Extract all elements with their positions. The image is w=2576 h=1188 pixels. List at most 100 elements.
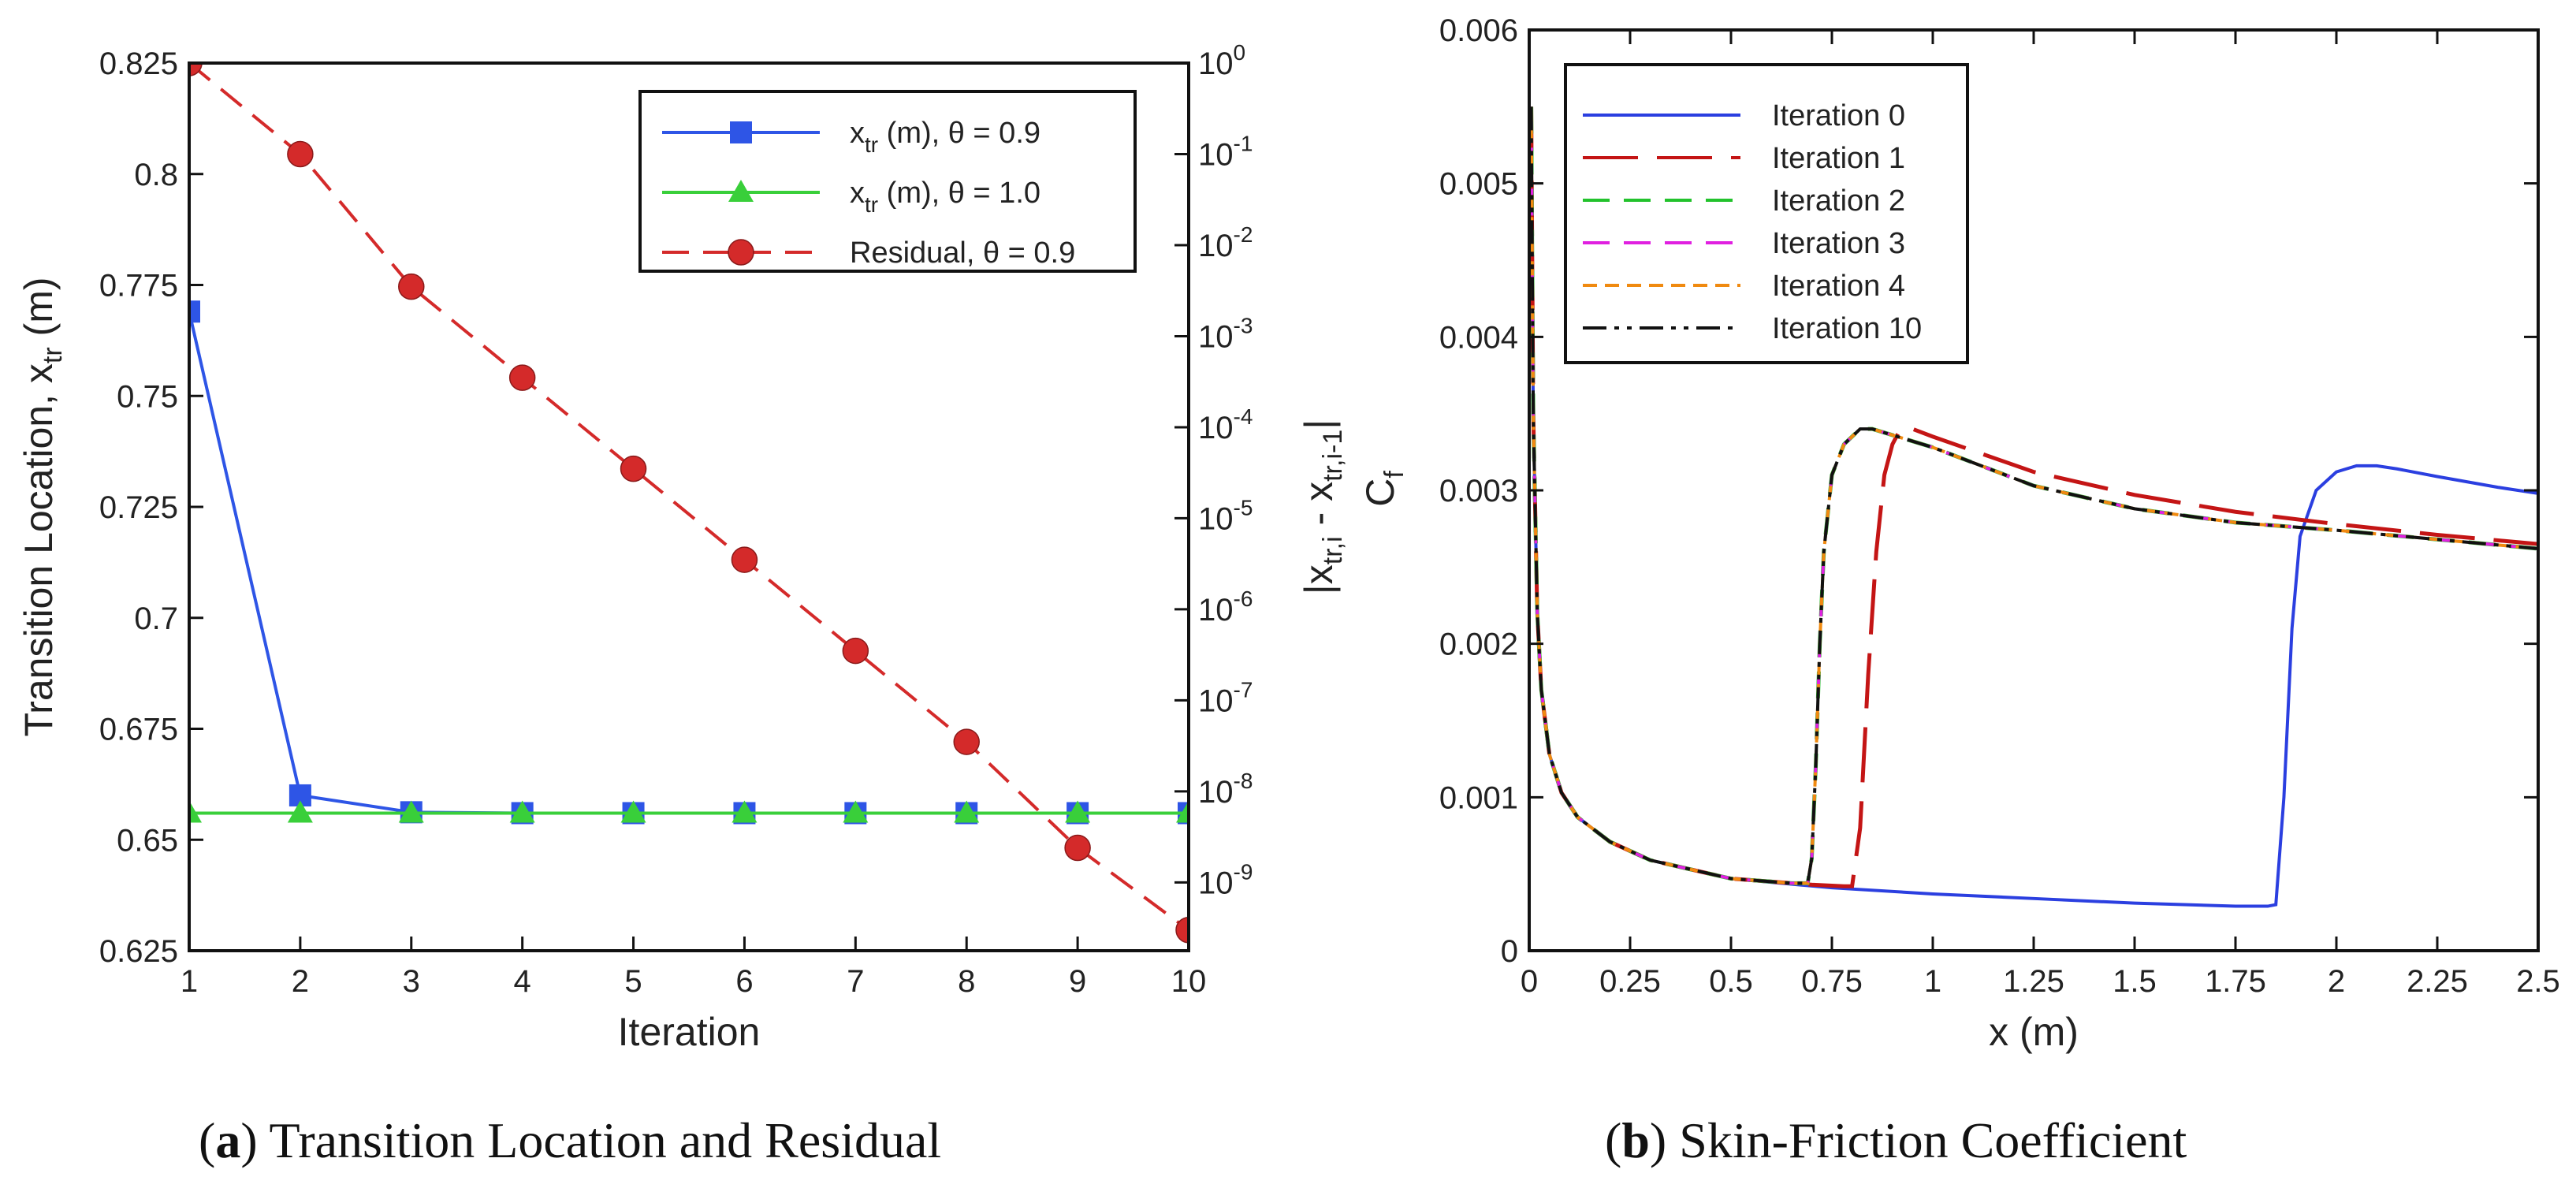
- chart-a-legend-label-sub: tr: [865, 132, 878, 157]
- chart-a-y2-label-sub2: tr,i-1: [1318, 430, 1348, 482]
- chart-a-y-tick-label: 0.775: [99, 269, 178, 304]
- chart-a-y2-tick-base: 10: [1198, 229, 1234, 263]
- chart-b-legend-entries: Iteration 0 Iteration 1 Iteration 2 Iterati…: [1583, 99, 1922, 345]
- chart-a-series-2-marker: [509, 800, 535, 823]
- chart-a-y2-tick-base: 10: [1198, 683, 1234, 718]
- chart-a-x-ticks: 1 2 3 4 5 6 7 8 9 10: [181, 937, 1206, 999]
- chart-a-y2-tick-exponent: 0: [1234, 40, 1246, 65]
- chart-b-x-tick-label: 1.25: [2003, 964, 2064, 999]
- chart-b-y-tick-label: 0.004: [1439, 320, 1518, 355]
- chart-a-y2-tick-base: 10: [1198, 47, 1234, 81]
- panel-a: 1 2 3 4 5 6 7 8 9 10 0.6250.650.6750.70.7250.750.…: [17, 40, 1348, 1168]
- chart-a-legend-label-main: Residual, θ = 0.9: [850, 236, 1075, 270]
- chart-b-x-tick-label: 1.5: [2113, 964, 2157, 999]
- chart-a-y-axis-label-unit: (m): [17, 277, 61, 347]
- chart-a-x-tick-label: 10: [1171, 964, 1207, 999]
- chart-b-legend-label: Iteration 1: [1772, 142, 1905, 175]
- chart-a-legend-label: xtr (m), θ = 0.9: [850, 117, 1040, 157]
- chart-b-y-tick-label: 0.006: [1439, 13, 1518, 48]
- chart-a-y2-tick-label: 100: [1198, 40, 1245, 81]
- chart-b-y-tick-label: 0.001: [1439, 780, 1518, 815]
- chart-a-series-3-marker: [508, 364, 536, 391]
- chart-b-x-tick-label: 0.25: [1599, 964, 1661, 999]
- chart-a-y-axis-label: Transition Location, xtr (m): [17, 277, 68, 736]
- chart-b-x-tick-label: 2.25: [2407, 964, 2468, 999]
- chart-a-series-1-line: [189, 311, 1189, 815]
- chart-a-y-tick-label: 0.8: [134, 158, 178, 192]
- chart-a-y2-tick-exponent: -5: [1234, 495, 1253, 520]
- chart-a-y2-tick-exponent: -1: [1234, 131, 1253, 155]
- chart-a-series-2-marker: [843, 800, 869, 823]
- chart-a-y-axis-label-sub: tr: [38, 347, 68, 363]
- chart-a-series-2-marker: [1176, 800, 1189, 823]
- chart-a-y2-tick-exponent: -2: [1234, 222, 1253, 247]
- chart-a-series-3-marker: [287, 140, 314, 168]
- chart-a-legend-box: [638, 90, 1137, 273]
- chart-a-y2-tick-label: 10-4: [1198, 404, 1253, 445]
- chart-a-series-2-marker: [287, 800, 313, 823]
- chart-a-series: [189, 63, 1189, 944]
- caption-a-letter: a: [215, 1112, 240, 1168]
- chart-a-y2-tick-label: 10-9: [1198, 859, 1253, 900]
- caption-a-text: Transition Location and Residual: [269, 1112, 941, 1168]
- chart-a-x-axis-label: Iteration: [618, 1010, 761, 1054]
- chart-a-y2-tick-exponent: -3: [1234, 313, 1253, 337]
- chart-a-y-tick-label: 0.675: [99, 713, 178, 747]
- chart-b-y-tick-label: 0.003: [1439, 474, 1518, 508]
- chart-b-y-tick-label: 0.005: [1439, 167, 1518, 202]
- chart-b-legend: Iteration 0 Iteration 1 Iteration 2 Iterati…: [1564, 63, 1969, 364]
- chart-a-series-3-marker: [1064, 834, 1091, 862]
- chart-a-series-3-marker: [1175, 917, 1189, 944]
- chart-b-y-tick-label: 0: [1501, 934, 1518, 969]
- chart-a-y-tick-label: 0.625: [99, 934, 178, 969]
- chart-a-x-tick-label: 9: [1069, 964, 1086, 999]
- chart-a-legend-label-sub: tr: [865, 192, 878, 217]
- chart-a-y2-tick-label: 10-5: [1198, 495, 1253, 536]
- chart-a-y-tick-label: 0.7: [134, 601, 178, 636]
- chart-b-legend-label: Iteration 3: [1772, 227, 1905, 260]
- chart-a-y2-axis-label: |xtr,i - xtr,i-1|: [1297, 419, 1348, 594]
- chart-a-y2-tick-exponent: -7: [1234, 677, 1253, 702]
- chart-a-legend-marker: [730, 121, 752, 143]
- chart-a-y2-tick-base: 10: [1198, 411, 1234, 445]
- chart-a-series-2-marker: [1065, 800, 1091, 823]
- chart-a-legend-label-main: x: [850, 117, 865, 150]
- chart-b-y-ticks: 0 0.001 0.002 0.003 0.004 0.005 0.006: [1439, 13, 2538, 969]
- chart-a-y2-tick-base: 10: [1198, 593, 1234, 628]
- chart-b-series-1-line: [1529, 106, 2538, 888]
- chart-b-y-tick-label: 0.002: [1439, 628, 1518, 662]
- chart-a-y2-tick-label: 10-8: [1198, 769, 1253, 810]
- chart-a-y2-tick-label: 10-2: [1198, 222, 1253, 263]
- chart-b-x-tick-label: 2.5: [2516, 964, 2560, 999]
- chart-a-y-tick-label: 0.825: [99, 47, 178, 81]
- chart-a-y2-tick-exponent: -8: [1234, 769, 1253, 793]
- chart-a-series-3-marker: [398, 273, 425, 300]
- chart-b-x-tick-label: 1: [1924, 964, 1941, 999]
- chart-a-y2-label-mid: - x: [1297, 482, 1341, 536]
- chart-a-x-tick-label: 8: [958, 964, 975, 999]
- chart-a-y2-tick-label: 10-6: [1198, 587, 1253, 628]
- chart-a-legend-label-main: x: [850, 177, 865, 210]
- chart-a-y-tick-label: 0.75: [117, 379, 178, 414]
- chart-a-series-2-marker: [189, 800, 202, 823]
- chart-a-y2-tick-base: 10: [1198, 866, 1234, 900]
- caption-b-letter: b: [1621, 1112, 1650, 1168]
- chart-b-series: [1529, 106, 2538, 908]
- chart-a-y2-tick-base: 10: [1198, 319, 1234, 354]
- caption-b-text: Skin-Friction Coefficient: [1679, 1112, 2187, 1168]
- chart-a-series-3-marker: [731, 546, 758, 573]
- chart-b-x-tick-label: 0.5: [1709, 964, 1753, 999]
- chart-a-y-ticks: 0.625 0.65 0.675 0.7 0.725 0.75 0.775 0.8 0.825: [99, 47, 203, 969]
- chart-a-x-tick-label: 1: [181, 964, 198, 999]
- chart-a-legend-label-rest: (m), θ = 1.0: [878, 177, 1040, 210]
- chart-a-y-tick-label: 0.65: [117, 823, 178, 858]
- chart-b-x-tick-label: 0: [1521, 964, 1538, 999]
- chart-a-x-tick-label: 6: [735, 964, 753, 999]
- chart-a-series-2-marker: [620, 800, 646, 823]
- chart-a-y2-tick-label: 10-7: [1198, 677, 1253, 718]
- chart-b-x-axis-label: x (m): [1989, 1010, 2079, 1054]
- chart-a-y2-tick-exponent: -6: [1234, 587, 1253, 611]
